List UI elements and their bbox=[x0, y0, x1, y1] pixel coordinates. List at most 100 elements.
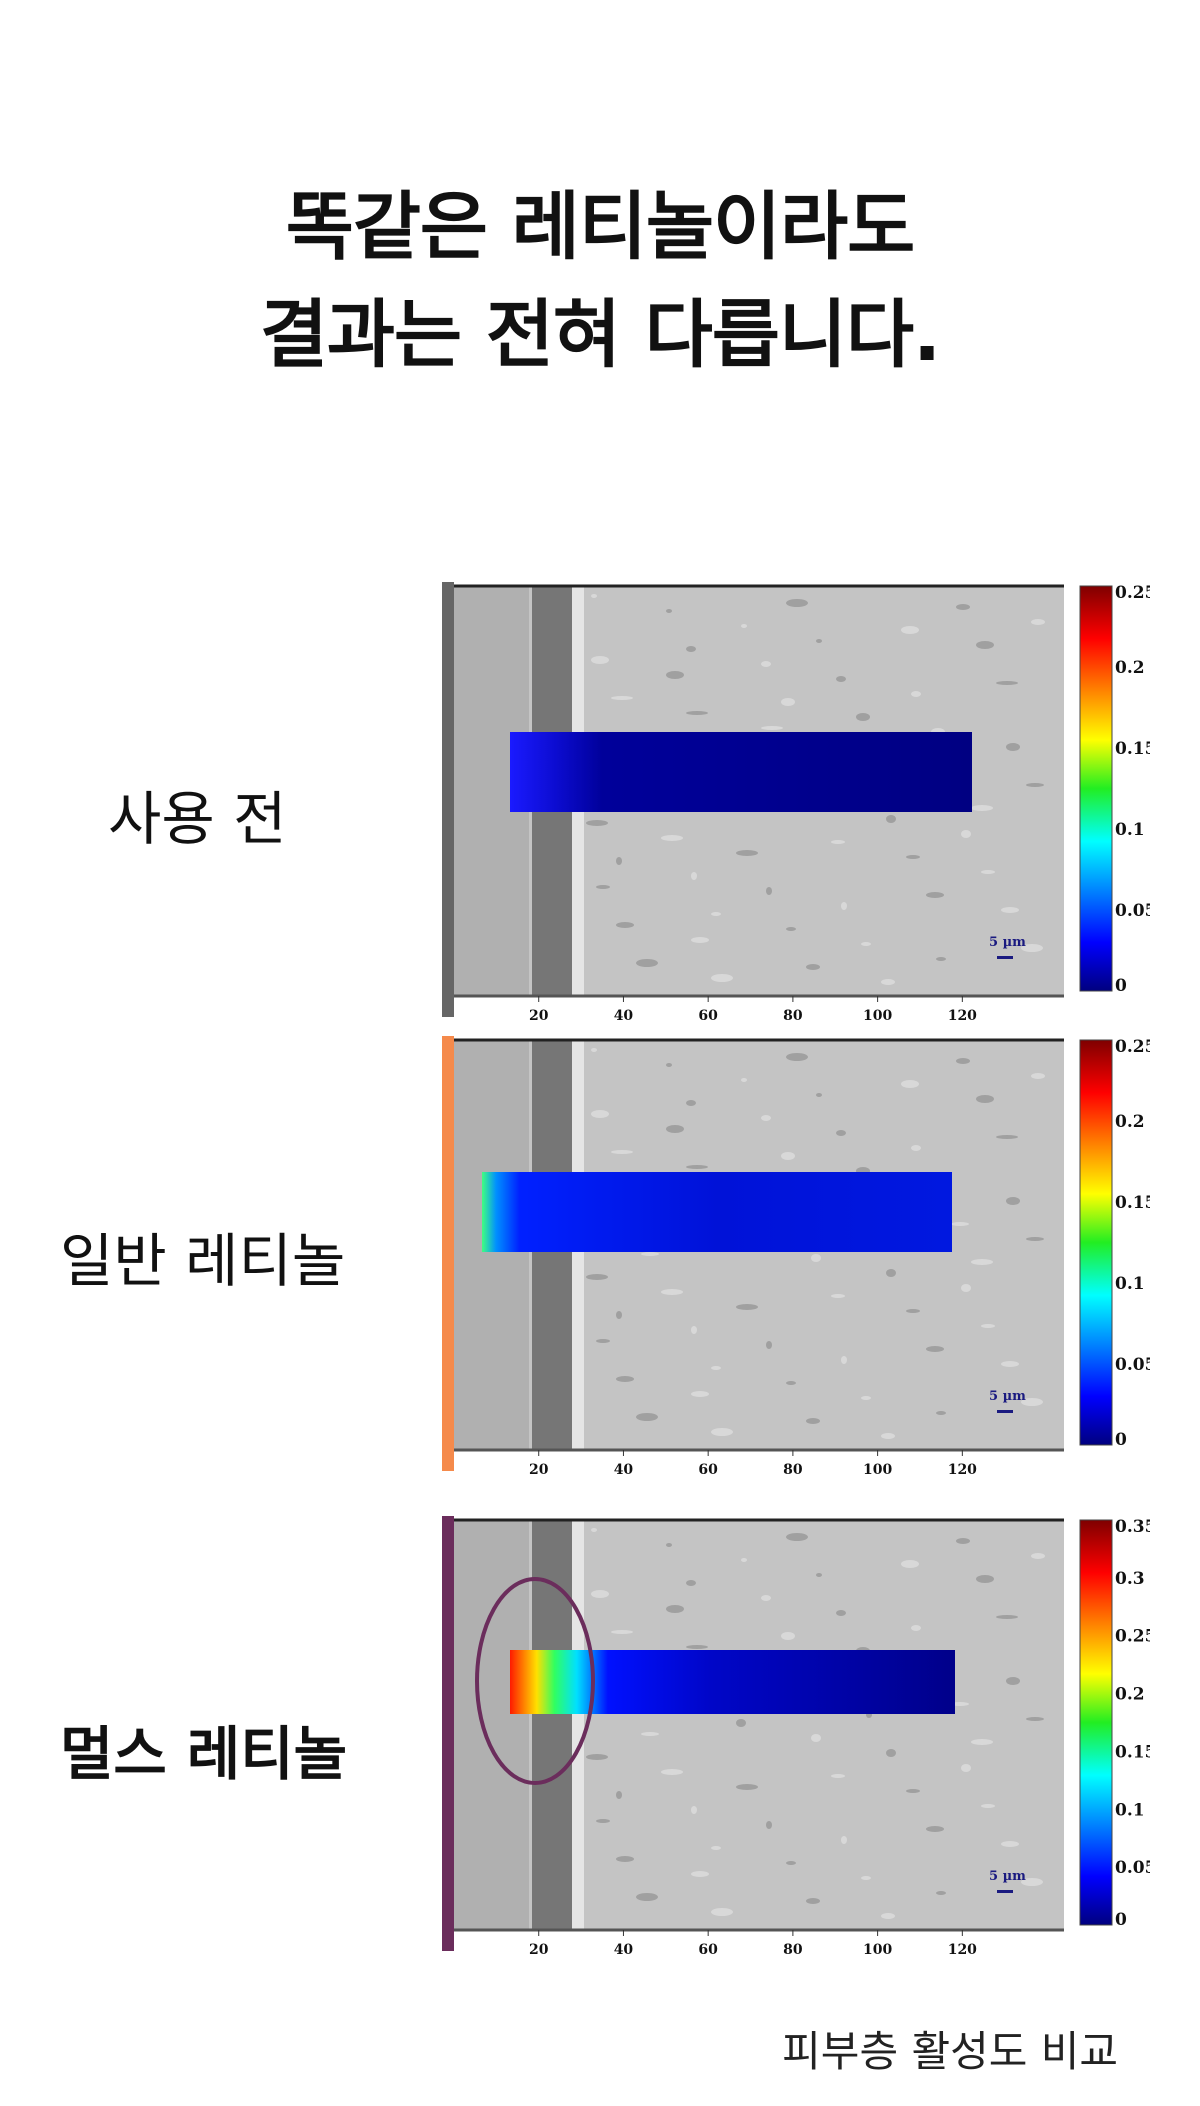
colorbar-tick-label: 0.05 bbox=[1115, 1355, 1150, 1375]
tissue-texture bbox=[686, 1580, 696, 1586]
tissue-texture bbox=[686, 1100, 696, 1106]
tissue-texture bbox=[586, 820, 608, 826]
tissue-texture bbox=[996, 681, 1018, 685]
tissue-texture bbox=[636, 1413, 658, 1421]
x-tick-label: 100 bbox=[863, 1942, 892, 1956]
colorbar-tick-label: 0.15 bbox=[1115, 1193, 1150, 1213]
tissue-texture bbox=[636, 959, 658, 967]
tissue-texture bbox=[691, 1806, 697, 1814]
tissue-texture bbox=[1006, 1197, 1020, 1205]
tissue-texture bbox=[831, 1294, 845, 1298]
tissue-texture bbox=[596, 1339, 610, 1343]
tissue-texture bbox=[786, 599, 808, 607]
tissue-texture bbox=[786, 1533, 808, 1541]
colorbar-tick-label: 0.2 bbox=[1115, 658, 1145, 678]
colorbar bbox=[1079, 1039, 1113, 1446]
tissue-texture bbox=[906, 1309, 920, 1313]
colorbar-tick-label: 0.15 bbox=[1115, 739, 1150, 759]
tissue-texture bbox=[956, 1538, 970, 1544]
tissue-texture bbox=[786, 1861, 796, 1865]
tissue-texture bbox=[786, 927, 796, 931]
tissue-texture bbox=[911, 1145, 921, 1151]
tissue-texture bbox=[976, 641, 994, 649]
tissue-texture bbox=[981, 1324, 995, 1328]
tissue-texture bbox=[841, 902, 847, 910]
tissue-texture bbox=[996, 1135, 1018, 1139]
tissue-texture bbox=[781, 1152, 795, 1160]
colorbar-tick-label: 0 bbox=[1115, 976, 1127, 996]
tissue-texture bbox=[1026, 1717, 1044, 1721]
colorbar-tick-label: 0.35 bbox=[1115, 1517, 1150, 1537]
highlight-circle bbox=[475, 1577, 595, 1785]
tissue-texture bbox=[806, 1898, 820, 1904]
scale-bar bbox=[997, 956, 1013, 959]
tissue-texture bbox=[881, 1913, 895, 1919]
tissue-texture bbox=[936, 1891, 946, 1895]
label-regular-retinol: 일반 레티놀 bbox=[60, 1227, 346, 1295]
tissue-texture bbox=[1031, 619, 1045, 625]
tissue-texture bbox=[811, 1254, 821, 1262]
tissue-texture bbox=[976, 1575, 994, 1583]
tissue-texture bbox=[906, 855, 920, 859]
tissue-texture bbox=[666, 1125, 684, 1133]
colorbar-tick-label: 0 bbox=[1115, 1430, 1127, 1450]
scale-bar-label: 5 µm bbox=[989, 1389, 1026, 1404]
tissue-texture bbox=[591, 1110, 609, 1118]
scale-bar-label: 5 µm bbox=[989, 935, 1026, 950]
colorbar-tick-label: 0.05 bbox=[1115, 901, 1150, 921]
panel-before: 5 µm1020304050602040608010012000.050.10.… bbox=[430, 582, 1150, 1022]
x-tick-label: 60 bbox=[698, 1008, 718, 1022]
colorbar-tick-label: 0.25 bbox=[1115, 583, 1150, 603]
colorbar-tick-label: 0.2 bbox=[1115, 1112, 1145, 1132]
x-tick-label: 40 bbox=[614, 1942, 634, 1956]
activity-heatmap-strip bbox=[510, 732, 972, 812]
tissue-texture bbox=[761, 1115, 771, 1121]
tissue-texture bbox=[806, 1418, 820, 1424]
colorbar bbox=[1079, 585, 1113, 992]
tissue-texture bbox=[911, 691, 921, 697]
skin-microscopy-figure: 5 µm1020304050602040608010012000.050.10.… bbox=[442, 1036, 1150, 1476]
tissue-texture bbox=[981, 1804, 995, 1808]
tissue-texture bbox=[836, 676, 846, 682]
tissue-texture bbox=[901, 1560, 919, 1568]
colorbar-tick-label: 0.15 bbox=[1115, 1742, 1150, 1762]
tissue-texture bbox=[1021, 944, 1043, 952]
tissue-texture bbox=[591, 656, 609, 664]
x-tick-label: 40 bbox=[614, 1462, 634, 1476]
tissue-texture bbox=[686, 1645, 708, 1649]
x-tick-label: 100 bbox=[863, 1462, 892, 1476]
tissue-texture bbox=[1006, 743, 1020, 751]
tissue-texture bbox=[971, 1259, 993, 1265]
tissue-texture bbox=[886, 815, 896, 823]
tissue-texture bbox=[711, 1366, 721, 1370]
tissue-texture bbox=[951, 1222, 969, 1226]
x-tick-label: 20 bbox=[529, 1462, 549, 1476]
tissue-texture bbox=[926, 1346, 944, 1352]
x-tick-label: 80 bbox=[783, 1942, 803, 1956]
tissue-texture bbox=[831, 840, 845, 844]
x-tick-label: 60 bbox=[698, 1462, 718, 1476]
tissue-texture bbox=[1021, 1878, 1043, 1886]
tissue-texture bbox=[641, 1732, 659, 1736]
tissue-texture bbox=[666, 1063, 672, 1067]
tissue-texture bbox=[711, 974, 733, 982]
tissue-texture bbox=[616, 857, 622, 865]
x-tick-label: 80 bbox=[783, 1462, 803, 1476]
x-tick-label: 20 bbox=[529, 1942, 549, 1956]
tissue-texture bbox=[956, 604, 970, 610]
tissue-texture bbox=[816, 1093, 822, 1097]
tissue-texture bbox=[841, 1356, 847, 1364]
tissue-texture bbox=[711, 912, 721, 916]
tissue-texture bbox=[661, 835, 683, 841]
tissue-texture bbox=[596, 1819, 610, 1823]
tissue-texture bbox=[741, 624, 747, 628]
tissue-texture bbox=[936, 1411, 946, 1415]
x-tick-label: 100 bbox=[863, 1008, 892, 1022]
tissue-texture bbox=[691, 1326, 697, 1334]
tissue-texture bbox=[816, 639, 822, 643]
tissue-texture bbox=[956, 1058, 970, 1064]
tissue-texture bbox=[741, 1078, 747, 1082]
activity-heatmap-strip bbox=[482, 1172, 952, 1252]
x-tick-label: 120 bbox=[948, 1462, 977, 1476]
tissue-texture bbox=[1001, 907, 1019, 913]
